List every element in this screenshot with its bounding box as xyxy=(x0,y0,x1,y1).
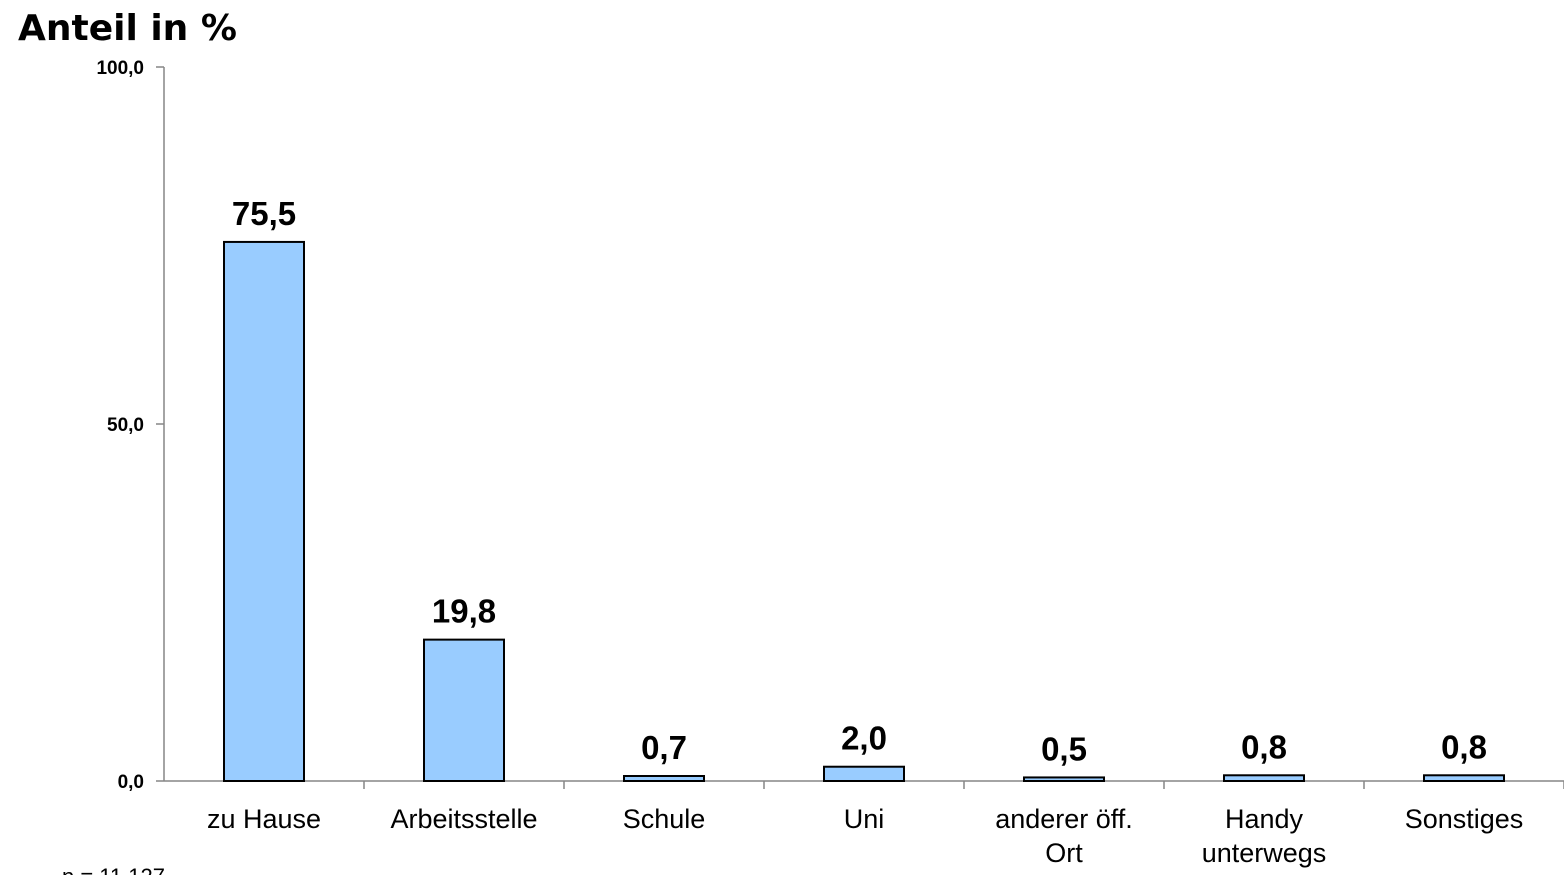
x-tick-label: Schule xyxy=(623,804,706,834)
data-label: 2,0 xyxy=(841,720,887,757)
data-label: 0,8 xyxy=(1441,728,1487,765)
x-tick-label: Handy unterwegs xyxy=(1202,804,1327,868)
y-tick-label: 0,0 xyxy=(118,772,144,793)
bar xyxy=(223,240,305,782)
data-label: 75,5 xyxy=(232,195,296,232)
y-tick-labels: 0,0 50,0 100,0 xyxy=(96,58,164,793)
x-tick-label: Arbeitsstelle xyxy=(390,804,537,834)
data-label: 0,7 xyxy=(641,729,687,766)
bar xyxy=(1223,774,1305,783)
axes xyxy=(163,67,1564,789)
bar xyxy=(623,775,705,783)
data-label: 0,8 xyxy=(1241,728,1287,765)
x-tick-label: anderer öff. Ort xyxy=(995,804,1133,868)
x-tick-label: zu Hause xyxy=(207,804,321,834)
bars xyxy=(223,240,1505,783)
bar xyxy=(823,765,905,782)
x-tick-labels: zu Hause Arbeitsstelle Schule Uni anderer öf… xyxy=(207,804,1523,868)
data-label: 0,5 xyxy=(1041,730,1087,767)
x-tick-label: Uni xyxy=(844,804,885,834)
bar xyxy=(1023,776,1105,782)
y-tick-label: 100,0 xyxy=(96,58,144,79)
x-tick-label: Sonstiges xyxy=(1405,804,1524,834)
data-label: 19,8 xyxy=(432,593,496,630)
bar xyxy=(1423,774,1505,783)
sample-size-note: n = 11.127 xyxy=(62,864,165,875)
y-tick-label: 50,0 xyxy=(107,415,144,436)
y-axis-title: Anteil in % xyxy=(18,8,237,49)
bar xyxy=(423,638,505,782)
data-labels: 75,5 19,8 0,7 2,0 0,5 0,8 0,8 xyxy=(232,195,1487,768)
